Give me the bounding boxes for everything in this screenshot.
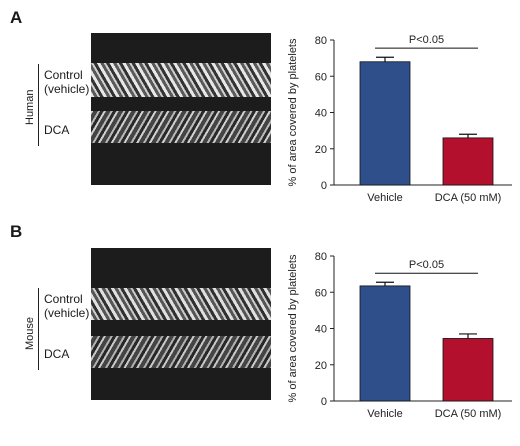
y-tick-label: 60 [315,71,327,83]
y-tick-label: 20 [315,144,327,156]
control-line2: (vehicle) [44,306,90,320]
bar-chart-mouse: 0 20 40 60 80 % of area covered by platelets V… [287,251,512,420]
row-brace-human [38,64,39,146]
category-label: DCA (50 mM) [435,408,502,420]
y-tick-label: 80 [315,35,327,47]
y-tick-label: 60 [315,287,327,299]
y-tick-label: 0 [321,396,327,408]
platelet-stripe-control [91,288,271,320]
y-axis-label: % of area covered by platelets [287,254,299,402]
y-tick-label: 40 [315,324,327,336]
category-label: Vehicle [367,192,402,204]
species-label-mouse: Mouse [24,316,36,350]
row-brace-mouse [38,288,39,370]
row-label-control-human: Control (vehicle) [44,68,89,96]
y-tick-label: 20 [315,360,327,372]
micrograph-human [91,33,271,185]
row-label-control-mouse: Control (vehicle) [44,292,89,320]
platelet-stripe-control [91,63,271,97]
category-label: Vehicle [367,408,402,420]
bar [442,338,494,402]
row-label-dca-human: DCA [44,123,70,137]
control-line1: Control [44,292,83,306]
significance-label: P<0.05 [409,34,444,46]
panel-letter-a: A [10,8,23,27]
y-tick-label: 0 [321,180,327,192]
bar [359,285,411,402]
species-label-human: Human [24,89,36,125]
bar [359,61,411,186]
category-label: DCA (50 mM) [435,192,502,204]
significance-label: P<0.05 [409,259,444,271]
micrograph-mouse [91,248,271,400]
bar-chart-human: 0 20 40 60 80 % of area covered by platelets V… [287,34,512,204]
bar [442,137,494,186]
row-label-dca-mouse: DCA [44,347,70,361]
y-tick-label: 40 [315,108,327,120]
platelet-stripe-dca [91,111,271,143]
control-line2: (vehicle) [44,82,90,96]
control-line1: Control [44,68,83,82]
panel-letter-b: B [10,222,23,241]
platelet-stripe-dca [91,336,271,368]
y-tick-label: 80 [315,251,327,263]
y-axis-label: % of area covered by platelets [287,38,299,186]
